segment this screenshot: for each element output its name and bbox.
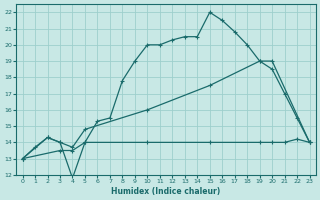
X-axis label: Humidex (Indice chaleur): Humidex (Indice chaleur) (111, 187, 221, 196)
